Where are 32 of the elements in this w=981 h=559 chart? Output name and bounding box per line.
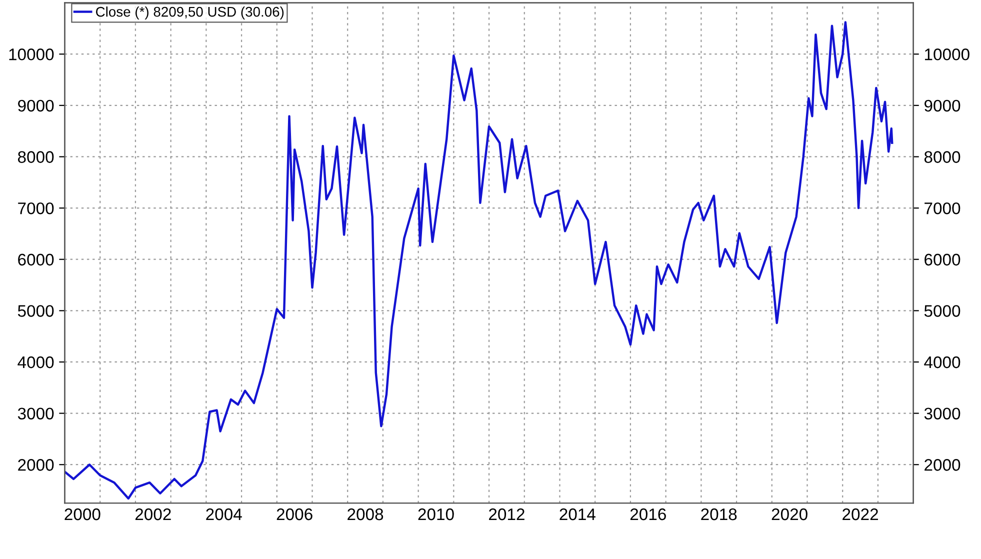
y-tick-label: 5000 <box>18 305 54 317</box>
y2-tick-label: 8000 <box>924 151 960 163</box>
y2-tick-label: 7000 <box>924 202 960 214</box>
legend-label: Close (*) 8209,50 USD (30.06) <box>96 6 284 20</box>
y2-tick-label: 2000 <box>924 459 960 471</box>
y-tick-label: 7000 <box>18 202 54 214</box>
y2-tick-label: 10000 <box>925 48 970 60</box>
x-tick-label: 2018 <box>701 508 737 520</box>
y2-tick-label: 9000 <box>924 100 960 112</box>
x-tick-label: 2016 <box>630 508 666 520</box>
x-tick-label: 2010 <box>418 508 454 520</box>
x-tick-label: 2004 <box>206 508 242 520</box>
y2-tick-label: 5000 <box>924 305 960 317</box>
x-tick-label: 2012 <box>489 508 524 520</box>
y-tick-label: 2000 <box>18 459 54 471</box>
x-tick-label: 2008 <box>348 508 384 520</box>
y2-tick-label: 3000 <box>924 408 960 420</box>
y-tick-label: 8000 <box>18 151 54 163</box>
x-tick-label: 2022 <box>842 508 878 520</box>
x-tick-label: 2014 <box>560 508 596 520</box>
y-tick-label: 10000 <box>9 48 54 60</box>
y-tick-label: 9000 <box>18 100 54 112</box>
x-tick-label: 2000 <box>64 508 100 520</box>
y-tick-label: 4000 <box>18 356 54 368</box>
x-tick-label: 2020 <box>772 508 808 520</box>
line-series <box>64 21 894 500</box>
x-tick-label: 2002 <box>135 508 171 520</box>
y2-tick-label: 6000 <box>924 254 960 266</box>
y-tick-label: 6000 <box>18 254 54 266</box>
y2-tick-label: 4000 <box>924 356 960 368</box>
x-tick-label: 2006 <box>276 508 312 520</box>
y-tick-label: 3000 <box>18 408 54 420</box>
